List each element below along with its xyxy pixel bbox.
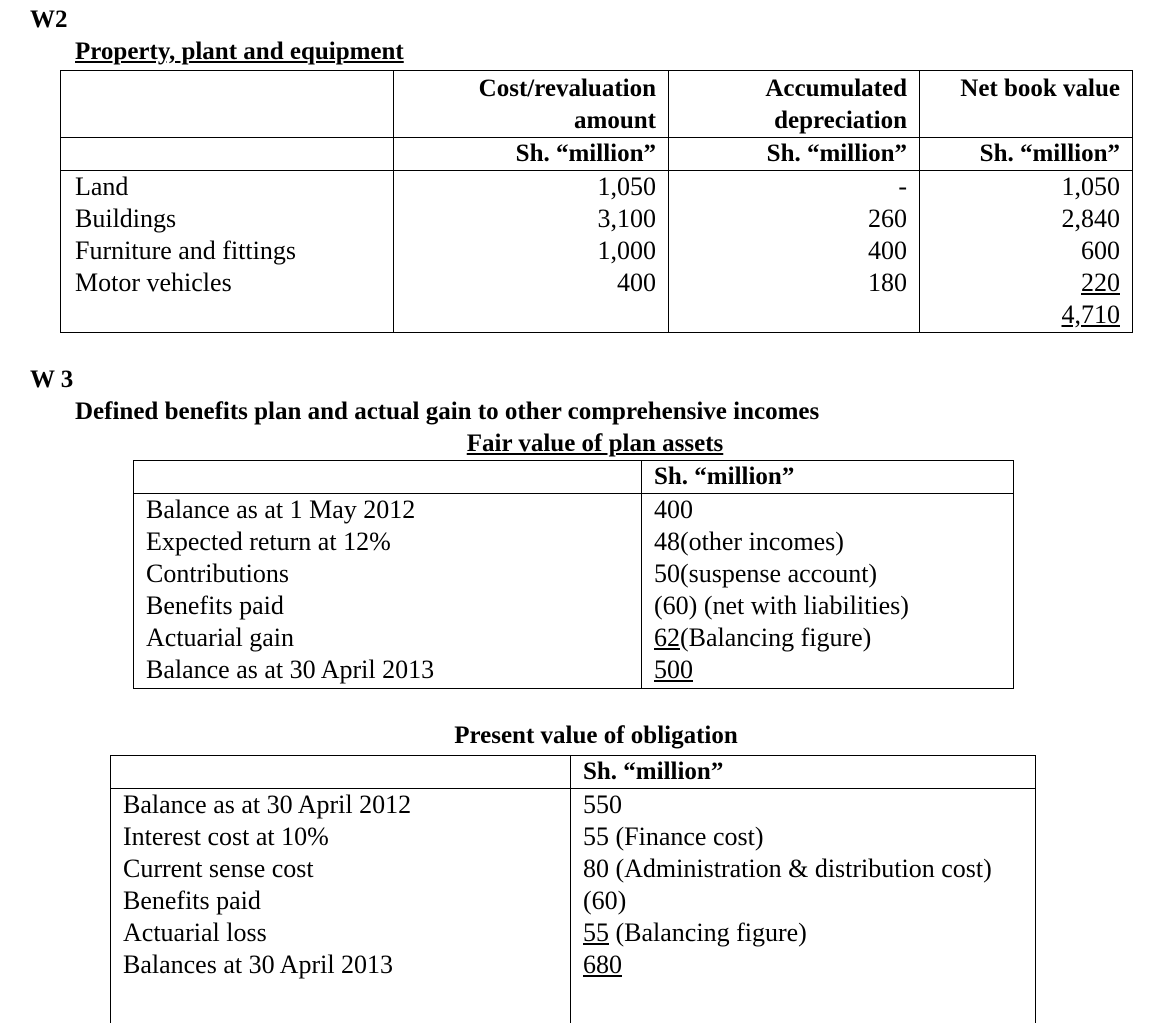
cell-line: Furniture and fittings <box>75 235 381 267</box>
amount: 48 <box>654 527 680 556</box>
note: (Administration & distribution cost) <box>609 854 992 883</box>
column-header: Accumulated depreciation <box>668 70 920 138</box>
amount: 1,000 <box>597 236 657 265</box>
obligation-table: Sh. “million” Balance as at 30 April 201… <box>110 755 1036 1023</box>
cell-line: 2,840 <box>932 203 1121 235</box>
cell-line: 1,050 <box>406 171 657 203</box>
cell-line: - <box>681 171 907 203</box>
unit: Sh. “million” <box>393 137 669 171</box>
item-label: Actuarial loss <box>123 918 267 947</box>
amount: 550 <box>583 790 622 819</box>
cell-line: 400 <box>406 267 656 299</box>
section-title: Property, plant and equipment <box>75 38 404 65</box>
item-label: Land <box>75 172 129 201</box>
item-label: Furniture and fittings <box>75 236 296 265</box>
amount: 1,050 <box>597 172 657 201</box>
item-label: Interest cost at 10% <box>123 822 329 851</box>
note: (suspense account) <box>680 559 878 588</box>
column-header: Cost/revaluation amount <box>393 70 669 138</box>
unit: Sh. “million” <box>668 137 920 171</box>
section-label: W 3 <box>30 366 74 393</box>
table-title: Present value of obligation <box>454 722 738 749</box>
column-header: Net book value <box>919 70 1133 138</box>
cell-line: 55 (Balancing figure) <box>583 917 1023 949</box>
cell-line: Land <box>75 171 381 203</box>
cell-line: 180 <box>681 267 907 299</box>
amount: 220 <box>1081 268 1120 297</box>
cell-line: 1,050 <box>932 171 1121 203</box>
amount: 55 <box>583 822 609 851</box>
item-label: Motor vehicles <box>75 268 232 297</box>
note: (net with liabilities) <box>697 591 909 620</box>
item-label: Balance as at 30 April 2012 <box>123 790 412 819</box>
amount: 3,100 <box>597 204 657 233</box>
note: (Balancing figure) <box>680 623 872 652</box>
cell-line: 550 <box>583 789 1023 821</box>
amount: - <box>898 172 907 201</box>
amount: 260 <box>868 204 907 233</box>
unit: Sh. “million” <box>919 137 1133 171</box>
item-label: Benefits paid <box>146 591 284 620</box>
cell-line: 80 (Administration & distribution cost) <box>583 853 1023 885</box>
cell-line: 48(other incomes) <box>654 526 1001 558</box>
amount: (60) <box>583 886 627 915</box>
amount: 500 <box>654 655 693 684</box>
item-label: Contributions <box>146 559 290 588</box>
amount: 1,050 <box>1061 172 1121 201</box>
amount: 180 <box>868 268 907 297</box>
cell-line: 4,710 <box>932 299 1121 331</box>
cell-line: 62(Balancing figure) <box>654 622 1001 654</box>
cell-line: 55 (Finance cost) <box>583 821 1023 853</box>
cell-line: 400 <box>681 235 907 267</box>
note: (Finance cost) <box>609 822 764 851</box>
section-title: Defined benefits plan and actual gain to… <box>75 398 820 425</box>
unit: Sh. “million” <box>641 460 1014 494</box>
cell-line: 500 <box>654 654 1001 686</box>
cell-line: 220 <box>932 267 1120 299</box>
amount: 2,840 <box>1061 204 1121 233</box>
amount: 400 <box>654 495 693 524</box>
cell-line: 260 <box>681 203 907 235</box>
unit: Sh. “million” <box>570 755 1036 789</box>
amount: 680 <box>583 950 622 979</box>
section-label: W2 <box>30 6 68 33</box>
note: (Balancing figure) <box>609 918 807 947</box>
amount: 600 <box>1081 236 1120 265</box>
cell-line: Motor vehicles <box>75 267 381 299</box>
note: (other incomes) <box>680 527 844 556</box>
cell-line: 400 <box>654 494 1001 526</box>
cell-line: (60) (net with liabilities) <box>654 590 1001 622</box>
cell-line: 680 <box>583 949 1023 981</box>
amount: 50 <box>654 559 680 588</box>
cell-line: 600 <box>932 235 1120 267</box>
cell-line: (60) <box>583 885 1023 917</box>
amount: 62 <box>654 623 680 652</box>
amount: 80 <box>583 854 609 883</box>
item-label: Expected return at 12% <box>146 527 391 556</box>
item-label: Current sense cost <box>123 854 314 883</box>
item-label: Balance as at 30 April 2013 <box>146 655 435 684</box>
amount: (60) <box>654 591 698 620</box>
cell-line: 50(suspense account) <box>654 558 1001 590</box>
assets-table: Sh. “million” Balance as at 1 May 2012 Ex… <box>133 460 1014 689</box>
cell-line: Buildings <box>75 203 381 235</box>
cell-line: 1,000 <box>406 235 657 267</box>
item-label: Balances at 30 April 2013 <box>123 950 394 979</box>
total: 4,710 <box>1061 300 1121 329</box>
ppe-table: Cost/revaluation amount Accumulated depr… <box>60 70 1133 333</box>
item-label: Benefits paid <box>123 886 261 915</box>
item-label: Balance as at 1 May 2012 <box>146 495 416 524</box>
cell-line: 3,100 <box>406 203 657 235</box>
amount: 400 <box>617 268 656 297</box>
item-label: Actuarial gain <box>146 623 294 652</box>
amount: 55 <box>583 918 609 947</box>
amount: 400 <box>868 236 907 265</box>
item-label: Buildings <box>75 204 177 233</box>
table-title: Fair value of plan assets <box>466 430 724 457</box>
